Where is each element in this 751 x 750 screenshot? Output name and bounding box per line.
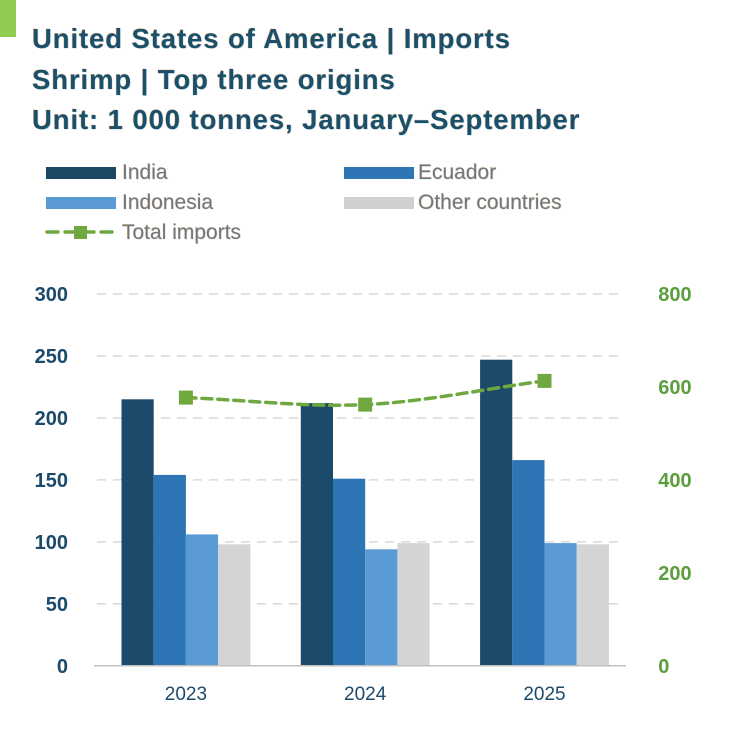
svg-text:300: 300 [35, 284, 68, 306]
svg-text:2024: 2024 [344, 684, 387, 705]
svg-text:150: 150 [35, 470, 68, 492]
svg-text:800: 800 [658, 284, 691, 306]
svg-text:100: 100 [35, 532, 68, 554]
svg-text:0: 0 [658, 656, 669, 678]
svg-text:2025: 2025 [523, 684, 565, 705]
svg-text:250: 250 [35, 346, 68, 368]
svg-text:600: 600 [658, 377, 691, 399]
svg-text:200: 200 [35, 408, 68, 430]
svg-text:200: 200 [658, 563, 691, 585]
svg-text:50: 50 [46, 594, 68, 616]
svg-text:400: 400 [658, 470, 691, 492]
svg-text:2023: 2023 [165, 684, 207, 705]
svg-text:0: 0 [57, 656, 68, 678]
